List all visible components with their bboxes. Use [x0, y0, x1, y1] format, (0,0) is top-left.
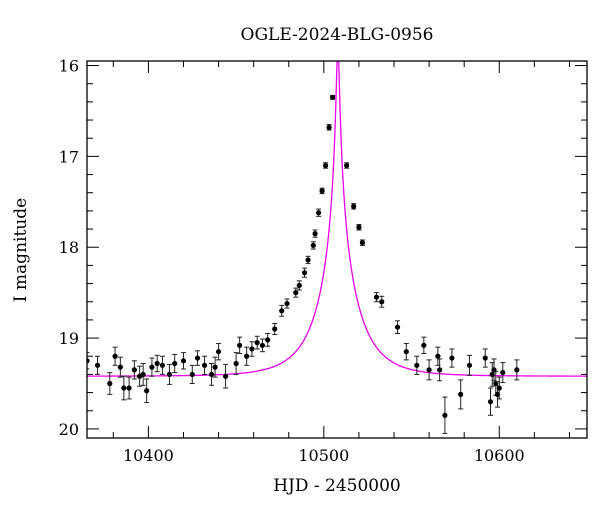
- plot-frame: [86, 60, 588, 439]
- y-tick-label: 20: [59, 420, 79, 439]
- data-point: [305, 255, 311, 265]
- data-point: [379, 295, 385, 308]
- data-point: [500, 362, 506, 384]
- data-point: [491, 358, 497, 382]
- data-point: [482, 348, 488, 368]
- data-point: [326, 124, 332, 131]
- x-axis-label: HJD - 2450000: [273, 476, 401, 496]
- data-point: [301, 267, 308, 278]
- data-point: [180, 352, 187, 370]
- data-point: [140, 363, 146, 386]
- data-point: [394, 320, 401, 335]
- data-point: [312, 229, 318, 238]
- data-point: [233, 352, 239, 375]
- y-tick-label: 19: [59, 329, 79, 348]
- data-point: [94, 355, 101, 375]
- y-tick-label: 18: [59, 238, 79, 257]
- axis-ticks: [87, 61, 587, 438]
- x-tick-label: 10500: [298, 446, 349, 465]
- data-point: [466, 354, 473, 376]
- data-point: [259, 338, 266, 353]
- data-point: [356, 224, 362, 231]
- data-point: [421, 336, 427, 355]
- model-curve: [87, 61, 587, 377]
- data-point: [487, 387, 494, 416]
- data-point: [315, 208, 322, 217]
- data-point: [107, 372, 113, 395]
- data-points: [87, 94, 520, 434]
- data-point: [172, 353, 178, 374]
- data-point: [159, 355, 166, 375]
- data-point: [244, 346, 250, 366]
- data-point: [437, 358, 443, 382]
- data-point: [154, 354, 160, 373]
- data-point: [310, 241, 316, 250]
- data-point: [112, 346, 118, 366]
- x-tick-label: 10400: [123, 446, 174, 465]
- data-point: [201, 355, 208, 375]
- data-point: [212, 356, 218, 378]
- data-point: [166, 363, 173, 385]
- data-point: [330, 94, 336, 100]
- data-point: [344, 162, 350, 169]
- data-point: [359, 239, 366, 246]
- data-point: [208, 363, 215, 386]
- data-point: [403, 343, 409, 361]
- data-point: [351, 203, 357, 210]
- data-point: [284, 298, 290, 309]
- data-point: [144, 378, 150, 404]
- data-point: [117, 356, 123, 378]
- data-point: [121, 375, 127, 401]
- chart-title: OGLE-2024-BLG-0956: [241, 25, 434, 45]
- data-point: [126, 376, 132, 400]
- data-point: [514, 359, 520, 381]
- data-point: [265, 333, 271, 347]
- data-point: [442, 396, 448, 434]
- data-point: [319, 187, 325, 195]
- data-point: [449, 348, 455, 368]
- data-point: [249, 341, 255, 357]
- data-point: [254, 335, 260, 350]
- y-tick-label: 16: [59, 57, 79, 76]
- data-point: [426, 359, 432, 381]
- data-point: [189, 364, 195, 384]
- y-axis-label: I magnitude: [11, 198, 31, 302]
- data-point: [237, 336, 243, 355]
- data-point: [215, 343, 222, 361]
- y-tick-label: 17: [59, 147, 79, 166]
- data-point: [496, 376, 502, 400]
- data-point: [322, 162, 329, 169]
- data-point: [149, 357, 155, 377]
- data-point: [293, 287, 299, 298]
- data-point: [414, 355, 420, 375]
- data-point: [458, 379, 464, 410]
- data-point: [131, 360, 137, 380]
- data-point: [373, 292, 380, 303]
- data-point: [222, 363, 229, 389]
- x-tick-label: 10600: [474, 446, 525, 465]
- tick-labels: 10400 10500 10600 16 17 18 19 20: [59, 57, 525, 465]
- data-point: [279, 304, 285, 317]
- data-point: [296, 280, 302, 291]
- data-point: [435, 346, 441, 366]
- data-point: [194, 350, 201, 366]
- data-point: [272, 323, 278, 335]
